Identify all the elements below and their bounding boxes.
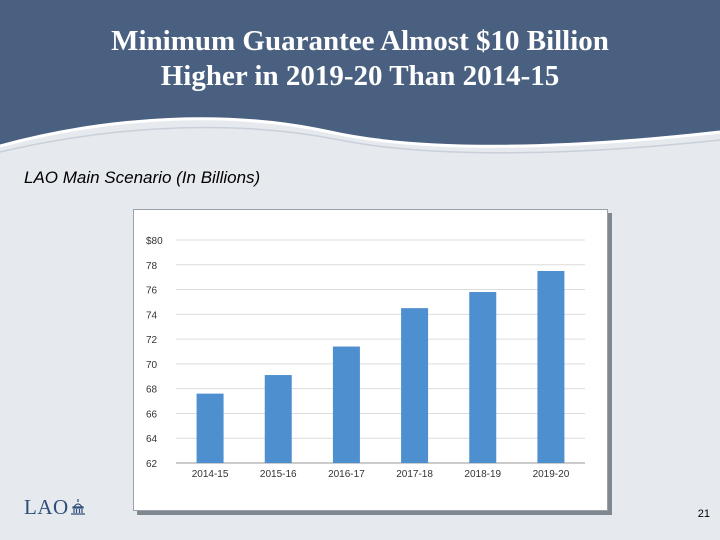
y-tick-label: 68 — [146, 385, 158, 396]
x-tick-label: 2014-15 — [192, 469, 229, 480]
lao-logo: LAO — [24, 495, 86, 520]
bar — [401, 308, 429, 463]
x-tick-label: 2019-20 — [533, 469, 570, 480]
slide-title: Minimum Guarantee Almost $10 Billion Hig… — [0, 24, 720, 94]
chart-subtitle: LAO Main Scenario (In Billions) — [24, 168, 261, 187]
slide-title-line-2: Higher in 2019-20 Than 2014-15 — [160, 60, 560, 92]
y-tick-label: 78 — [146, 261, 158, 272]
lao-logo-text: LAO — [24, 495, 69, 519]
bar — [196, 393, 224, 463]
x-tick-label: 2017-18 — [396, 469, 433, 480]
bar-chart: 62 64 66 68 70 72 74 76 78 $80 2014-15 2015-16 2016-… — [146, 236, 585, 480]
x-tick-label: 2018-19 — [464, 469, 501, 480]
header-banner — [0, 0, 720, 154]
y-tick-label: 74 — [146, 310, 158, 321]
y-tick-label: 64 — [146, 434, 158, 445]
slide-title-line-1: Minimum Guarantee Almost $10 Billion — [111, 25, 609, 57]
bar — [264, 375, 292, 463]
bar — [537, 270, 565, 463]
capitol-dome-icon — [70, 499, 85, 515]
chart-frame: 62 64 66 68 70 72 74 76 78 $80 2014-15 2015-16 2016-… — [133, 209, 608, 511]
y-tick-label: 76 — [146, 286, 158, 297]
y-tick-label: $80 — [146, 236, 163, 247]
slide-header: Minimum Guarantee Almost $10 Billion Hig… — [0, 0, 720, 160]
bar — [332, 346, 360, 463]
y-tick-label: 66 — [146, 409, 158, 420]
x-tick-label: 2015-16 — [260, 469, 297, 480]
page-number: 21 — [697, 508, 710, 520]
y-tick-label: 62 — [146, 459, 158, 470]
y-tick-label: 70 — [146, 360, 158, 371]
x-tick-label: 2016-17 — [328, 469, 365, 480]
y-tick-label: 72 — [146, 335, 158, 346]
bar — [469, 292, 497, 463]
